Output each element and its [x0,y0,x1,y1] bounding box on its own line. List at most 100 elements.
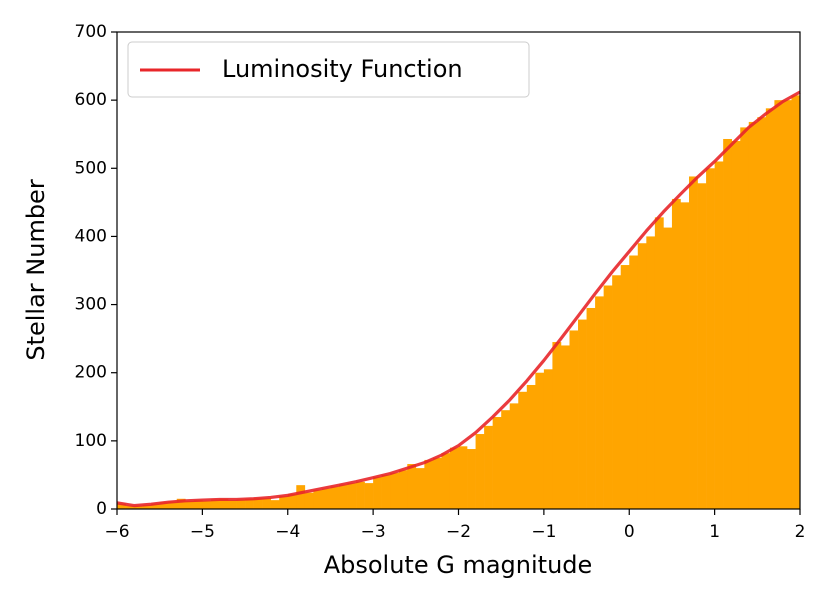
histogram-bar [407,464,417,509]
histogram-bar [552,342,562,509]
histogram-bar [424,459,434,509]
x-tick-label: −3 [361,522,386,542]
legend-box [127,41,530,98]
histogram-bar [415,468,425,509]
histogram-bar [219,498,229,509]
histogram-bar [338,484,348,509]
histogram-bar [484,425,493,509]
histogram-bar [253,498,263,509]
histogram-bar [432,457,442,509]
histogram-bar [629,255,639,509]
y-tick-label: 700 [75,22,107,42]
histogram-bar [296,485,306,509]
y-tick-label: 100 [75,431,107,451]
x-tick-label: −6 [104,522,129,542]
x-tick-label: 2 [795,522,806,542]
histogram-bar [595,296,604,509]
histogram-bar [117,503,126,509]
histogram-bar [509,403,519,509]
y-tick-label: 200 [75,363,107,383]
histogram-bar [287,494,297,509]
histogram-bar [467,449,476,509]
histogram-bar [731,141,741,509]
histogram-bar [646,236,656,509]
histogram-bar [706,168,715,510]
histogram-bar [356,481,365,509]
histogram-bar [697,183,707,509]
x-tick-label: −5 [190,522,215,542]
histogram-bar [560,345,570,509]
histogram-bar [176,498,186,509]
histogram-bar [185,500,195,509]
y-tick-label: 300 [75,295,107,315]
histogram-bar [458,446,468,509]
y-tick-label: 500 [75,158,107,178]
histogram-bar [535,372,545,509]
y-tick-label: 0 [96,499,107,519]
histogram-bar [518,391,528,509]
histogram-bar [714,161,724,509]
histogram-bar [612,275,622,509]
histogram-bar [151,503,160,509]
histogram-bar [791,95,801,509]
histogram-bar [654,217,664,509]
histogram-bar [543,369,553,509]
x-tick-label: −1 [531,522,556,542]
histogram-bar [390,472,400,509]
histogram-bar [245,498,254,509]
y-tick-label: 400 [75,226,107,246]
histogram-bar [168,501,178,509]
histogram-bar [774,100,784,510]
histogram-bar [569,330,579,509]
histogram-bar [210,499,220,509]
y-tick-label: 600 [75,90,107,110]
histogram-bar [193,500,203,509]
histogram-bar [279,496,289,509]
histogram-bar [236,499,246,509]
histogram-bar [347,483,357,509]
histogram-bar [757,117,767,509]
histogram-bar [202,500,212,509]
histogram-bar [313,489,323,509]
histogram-bar [526,384,536,509]
histogram-bar [270,500,280,509]
x-tick-label: 1 [709,522,720,542]
histogram-bar [637,243,647,509]
histogram-bar [578,319,587,509]
legend-label: Luminosity Function [222,55,463,83]
histogram-bar [227,500,237,509]
histogram-bar [441,453,451,509]
histogram-bar [381,474,391,509]
histogram-bar [364,483,374,509]
histogram-bar [689,176,698,509]
x-tick-label: −2 [446,522,471,542]
x-axis-label: Absolute G magnitude [324,551,593,579]
histogram-bar [620,265,630,509]
line [116,90,801,508]
histogram-bar [262,498,271,509]
histogram-bar [663,227,673,509]
histogram-bar [603,285,613,509]
histogram-bar [449,447,459,509]
histogram-bar [304,492,314,509]
histogram-bar [586,307,596,509]
histogram-bar [782,100,792,510]
histogram-bar [765,108,775,509]
x-tick-label: 0 [624,522,635,542]
histogram-bar [748,121,758,509]
y-axis-label: Stellar Number [22,179,50,360]
histogram-bar [492,417,502,509]
histogram-bar [501,410,511,509]
histogram-bar [142,504,152,509]
histogram-bar [125,505,135,509]
histogram-bar [373,476,382,509]
histogram-bar [330,486,340,509]
histogram-bar [398,470,408,509]
histogram-bar [159,502,169,509]
x-tick-label: −4 [275,522,300,542]
legend: Luminosity Function [127,41,530,98]
histogram-bar [475,434,485,509]
histogram-bar [740,127,750,510]
